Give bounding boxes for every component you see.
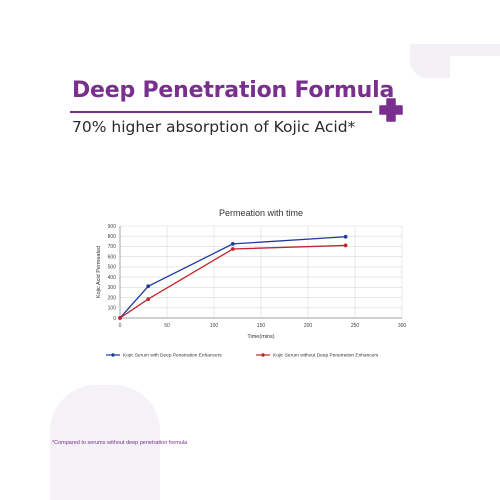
data-point (146, 297, 151, 301)
y-tick-label: 100 (108, 306, 117, 312)
y-tick-label: 500 (108, 265, 117, 271)
y-tick-label: 800 (108, 234, 117, 240)
plus-icon (379, 98, 403, 122)
data-point (343, 234, 348, 239)
series-line (119, 236, 346, 319)
x-tick-label: 300 (398, 323, 407, 329)
footnote: *Compared to serums without deep penetra… (52, 440, 188, 446)
decorative-corner-band (436, 44, 500, 56)
x-axis-label: Time(mins) (247, 334, 274, 340)
data-point (343, 243, 348, 248)
legend-label: Kojic Serum with Deep Penetration Enhanc… (123, 353, 222, 359)
x-tick-label: 200 (304, 323, 313, 329)
series-line (119, 244, 346, 319)
chart-svg: Permeation with time01002003004005006007… (96, 208, 407, 359)
permeation-chart: Permeation with time 0 100 200 300 400 500 600 7… (80, 200, 420, 370)
legend-swatch-marker (111, 353, 115, 357)
y-tick-label: 900 (108, 224, 117, 230)
chart-title: Permeation with time (219, 208, 303, 218)
x-tick-label: 0 (119, 323, 122, 329)
page-subtitle: 70% higher absorption of Kojic Acid* (72, 118, 356, 136)
y-tick-label: 0 (113, 316, 116, 322)
x-tick-label: 150 (257, 323, 266, 329)
y-tick-label: 400 (108, 275, 117, 281)
decorative-arch-shape (50, 385, 160, 500)
data-point (230, 241, 235, 246)
y-tick-label: 300 (108, 285, 117, 291)
legend-swatch-marker (261, 353, 265, 357)
y-tick-label: 600 (108, 254, 117, 260)
y-tick-label: 200 (108, 295, 117, 301)
y-tick-label: 700 (108, 244, 117, 250)
data-point (230, 247, 235, 251)
x-tick-label: 250 (351, 323, 360, 329)
legend-label: Kojic Serum without Deep Penetration Enh… (273, 353, 379, 359)
data-point (146, 284, 151, 289)
y-axis-label: Kojic Acid Permeated (96, 246, 102, 298)
title-underline (70, 111, 372, 113)
page-title: Deep Penetration Formula (72, 78, 395, 103)
x-tick-label: 50 (164, 323, 170, 329)
data-point (118, 316, 122, 320)
x-tick-label: 100 (210, 323, 219, 329)
